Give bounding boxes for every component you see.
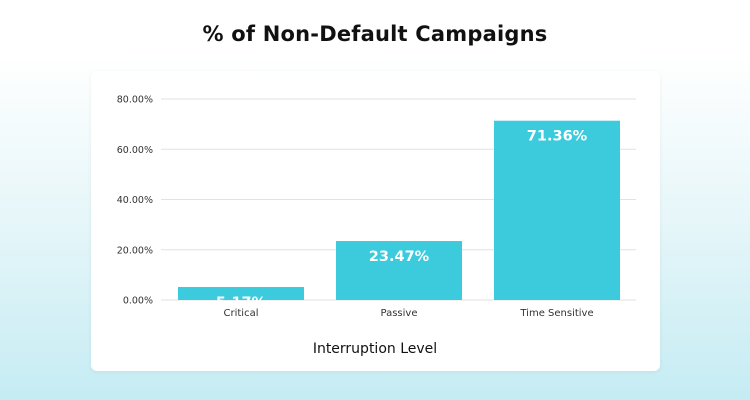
bar-passive [336,241,462,300]
bar-chart: 0.00% 20.00% 40.00% 60.00% 80.00% 5.17% 23.47… [117,95,636,357]
x-axis-title: Interruption Level [313,341,437,357]
data-label: 5.17% [216,295,267,311]
category-label: Time Sensitive [519,308,593,319]
y-tick-label: 80.00% [117,95,153,106]
y-tick-label: 40.00% [117,195,153,206]
y-tick-label: 0.00% [123,296,153,307]
data-label: 71.36% [527,129,588,145]
bars [178,120,620,300]
chart-card: 0.00% 20.00% 40.00% 60.00% 80.00% 5.17% 23.47… [91,71,660,371]
bar-time-sensitive [494,120,620,300]
y-tick-label: 60.00% [117,145,153,156]
data-label: 23.47% [369,249,430,265]
data-labels: 5.17% 23.47% 71.36% [216,129,588,311]
category-label: Passive [381,308,418,319]
category-label: Critical [224,308,259,319]
y-axis-ticks: 0.00% 20.00% 40.00% 60.00% 80.00% [117,95,153,307]
bar-critical [178,287,304,300]
y-tick-label: 20.00% [117,245,153,256]
chart-title: % of Non-Default Campaigns [202,22,548,46]
x-axis-categories: Critical Passive Time Sensitive [224,308,594,319]
